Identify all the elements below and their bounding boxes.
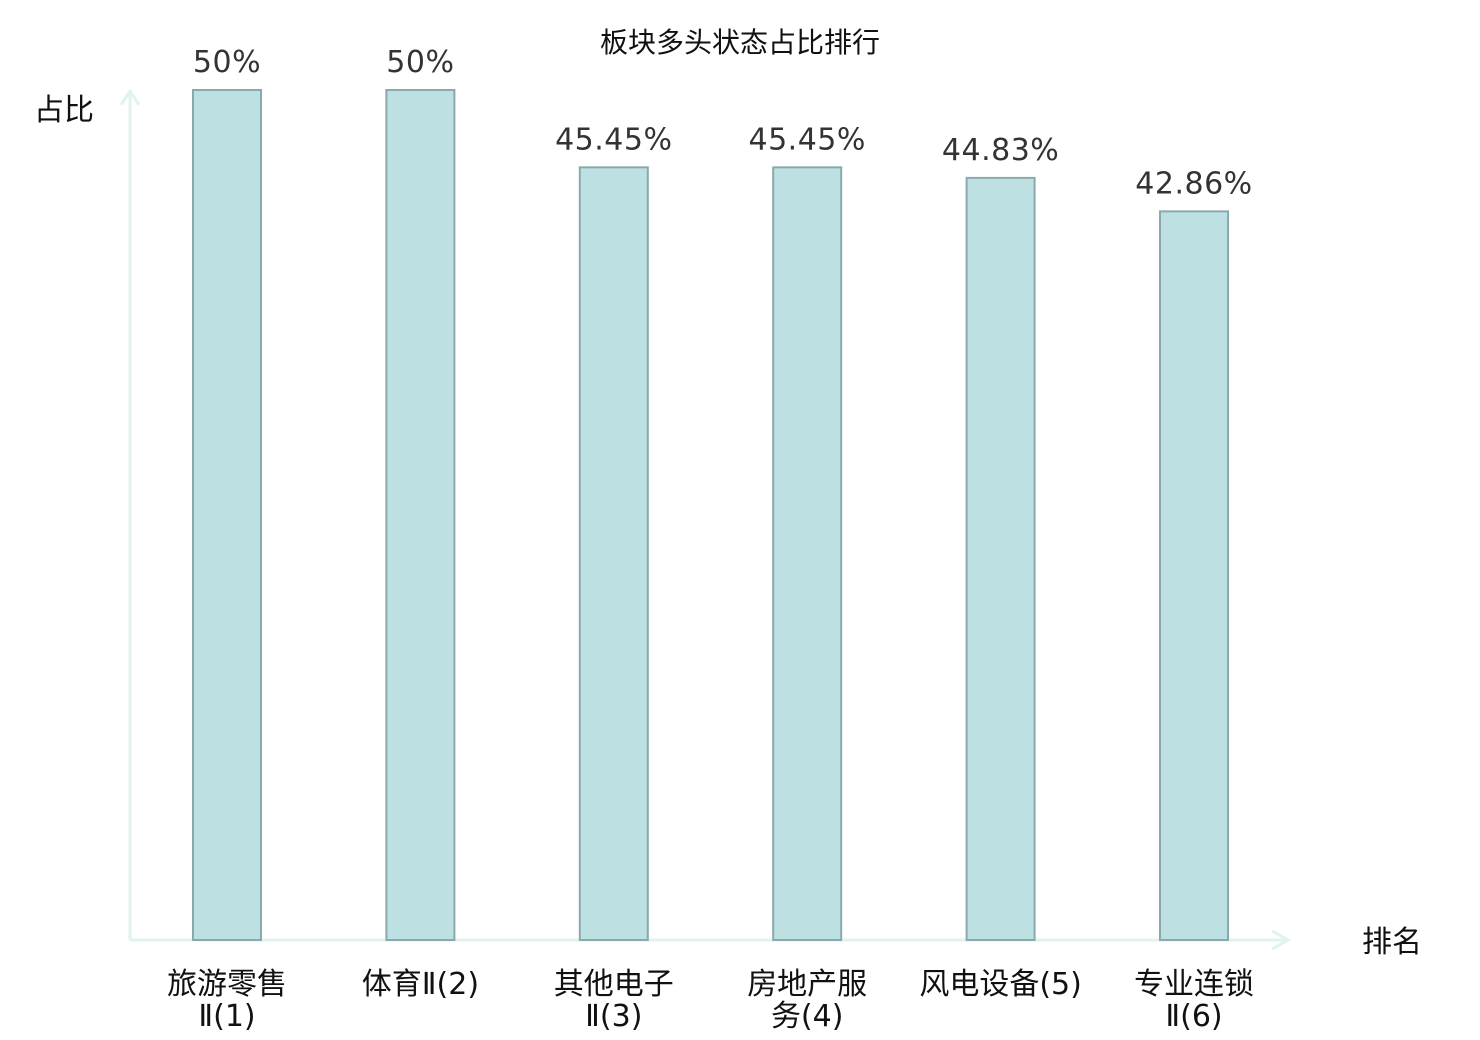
axes — [119, 88, 1292, 951]
category-label-3-line-1: 其他电子 — [554, 967, 674, 1002]
category-label-3-line-2: Ⅱ(3) — [585, 999, 642, 1034]
bar-4 — [772, 166, 843, 942]
value-label-1: 50% — [193, 45, 261, 80]
x-axis-arrow — [1271, 929, 1292, 951]
category-label-6-line-1: 专业连锁 — [1134, 967, 1254, 1002]
category-label-4-line-2: 务(4) — [771, 999, 844, 1034]
category-label-1-line-1: 旅游零售 — [167, 967, 287, 1002]
chart-title: 板块多头状态占比排行 — [600, 26, 880, 59]
bar-5 — [965, 176, 1036, 941]
bar-2 — [385, 89, 456, 941]
value-label-5: 44.83% — [942, 133, 1059, 168]
value-label-2: 50% — [386, 45, 454, 80]
y-axis-arrow — [119, 88, 141, 106]
value-label-3: 45.45% — [555, 122, 672, 157]
category-label-5-line-1: 风电设备(5) — [919, 967, 1082, 1002]
bar-6 — [1159, 210, 1229, 941]
category-label-4-line-1: 房地产服 — [747, 967, 867, 1002]
x-axis-label: 排名 — [1362, 925, 1422, 960]
category-label-2-line-1: 体育Ⅱ(2) — [362, 967, 479, 1002]
bar-3 — [578, 166, 649, 942]
category-label-6-line-2: Ⅱ(6) — [1165, 999, 1222, 1034]
bar-1 — [192, 89, 262, 941]
value-label-4: 45.45% — [749, 122, 866, 157]
bars — [192, 89, 1229, 942]
value-label-6: 42.86% — [1135, 166, 1252, 201]
category-label-1-line-2: Ⅱ(1) — [198, 999, 255, 1034]
value-labels: 50% 50% 45.45% 45.45% 44.83% 42.86% — [193, 45, 1252, 201]
y-axis-label: 占比 — [34, 93, 94, 128]
